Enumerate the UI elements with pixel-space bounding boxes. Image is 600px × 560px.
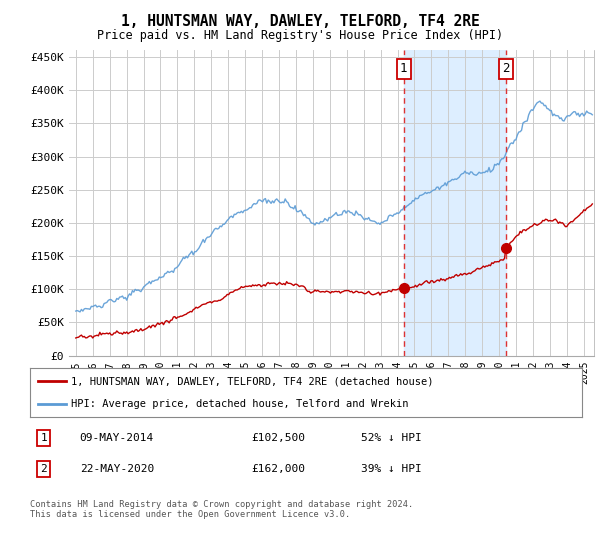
Text: 39% ↓ HPI: 39% ↓ HPI — [361, 464, 422, 474]
Text: £162,000: £162,000 — [251, 464, 305, 474]
Text: 09-MAY-2014: 09-MAY-2014 — [80, 433, 154, 443]
Text: HPI: Average price, detached house, Telford and Wrekin: HPI: Average price, detached house, Telf… — [71, 399, 409, 409]
Text: 1, HUNTSMAN WAY, DAWLEY, TELFORD, TF4 2RE (detached house): 1, HUNTSMAN WAY, DAWLEY, TELFORD, TF4 2R… — [71, 376, 434, 386]
Text: £102,500: £102,500 — [251, 433, 305, 443]
Text: 2: 2 — [502, 63, 509, 76]
Text: Price paid vs. HM Land Registry's House Price Index (HPI): Price paid vs. HM Land Registry's House … — [97, 29, 503, 42]
Text: 1, HUNTSMAN WAY, DAWLEY, TELFORD, TF4 2RE: 1, HUNTSMAN WAY, DAWLEY, TELFORD, TF4 2R… — [121, 14, 479, 29]
Text: 1: 1 — [40, 433, 47, 443]
Text: 52% ↓ HPI: 52% ↓ HPI — [361, 433, 422, 443]
Text: Contains HM Land Registry data © Crown copyright and database right 2024.
This d: Contains HM Land Registry data © Crown c… — [30, 500, 413, 519]
Bar — [404, 50, 506, 356]
Text: 1: 1 — [400, 63, 407, 76]
Text: 2: 2 — [40, 464, 47, 474]
Text: 22-MAY-2020: 22-MAY-2020 — [80, 464, 154, 474]
